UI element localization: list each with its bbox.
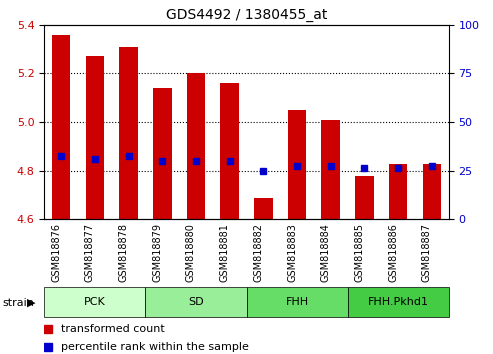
Bar [355,176,374,219]
Bar [389,164,407,219]
Text: GSM818886: GSM818886 [388,223,398,281]
Title: GDS4492 / 1380455_at: GDS4492 / 1380455_at [166,8,327,22]
Bar [288,110,306,219]
Text: GSM818880: GSM818880 [186,223,196,281]
Text: strain: strain [2,298,35,308]
Text: transformed count: transformed count [61,324,164,334]
Bar [187,74,205,219]
Text: GSM818878: GSM818878 [119,223,129,282]
FancyBboxPatch shape [145,287,246,317]
Bar [86,56,104,219]
Text: GSM818887: GSM818887 [422,223,432,282]
FancyBboxPatch shape [246,287,348,317]
Bar [423,164,441,219]
Bar [321,120,340,219]
Bar [220,83,239,219]
Text: FHH: FHH [285,297,309,307]
Text: ▶: ▶ [27,298,35,308]
Bar [153,88,172,219]
Text: GSM818877: GSM818877 [85,223,95,282]
Text: percentile rank within the sample: percentile rank within the sample [61,342,248,352]
Text: GSM818884: GSM818884 [321,223,331,281]
Text: GSM818885: GSM818885 [354,223,364,282]
Text: SD: SD [188,297,204,307]
Text: GSM818882: GSM818882 [253,223,263,282]
Text: GSM818881: GSM818881 [220,223,230,281]
Bar [52,34,70,219]
FancyBboxPatch shape [348,287,449,317]
Text: GSM818876: GSM818876 [51,223,61,282]
Text: GSM818883: GSM818883 [287,223,297,281]
Bar [119,47,138,219]
FancyBboxPatch shape [44,287,145,317]
Text: GSM818879: GSM818879 [152,223,162,282]
Bar [254,198,273,219]
Text: PCK: PCK [84,297,106,307]
Text: FHH.Pkhd1: FHH.Pkhd1 [368,297,428,307]
